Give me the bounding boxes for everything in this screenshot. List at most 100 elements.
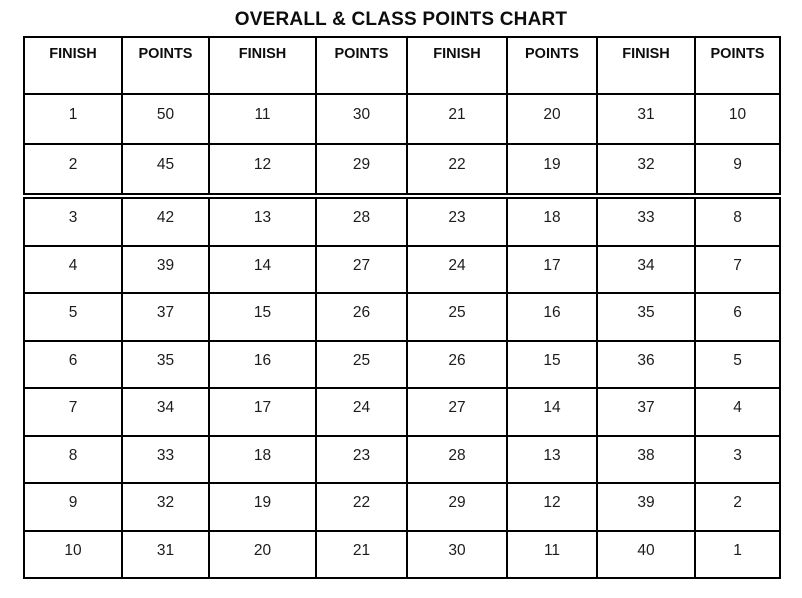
finish-cell: 35 [596,292,696,342]
finish-cell: 38 [596,434,696,484]
finish-cell: 40 [596,529,696,579]
points-cell: 9 [694,143,781,195]
points-header: POINTS [315,36,408,95]
finish-cell: 7 [23,387,123,437]
finish-cell: 24 [406,244,508,294]
points-cell: 20 [506,93,598,145]
finish-cell: 39 [596,482,696,532]
points-cell: 31 [121,529,210,579]
finish-cell: 22 [406,143,508,195]
finish-cell: 6 [23,339,123,389]
finish-cell: 13 [208,197,317,247]
finish-cell: 28 [406,434,508,484]
table-row: 3 42 13 28 23 18 33 8 [23,197,781,247]
table-row: 2 45 12 29 22 19 32 9 [23,143,781,195]
table-row: 1 50 11 30 21 20 31 10 [23,93,781,145]
points-cell: 42 [121,197,210,247]
finish-cell: 3 [23,197,123,247]
points-cell: 14 [506,387,598,437]
points-cell: 28 [315,197,408,247]
points-cell: 22 [315,482,408,532]
finish-header: FINISH [596,36,696,95]
points-cell: 24 [315,387,408,437]
page-title: OVERALL & CLASS POINTS CHART [234,9,568,30]
points-cell: 19 [506,143,598,195]
points-cell: 17 [506,244,598,294]
finish-cell: 2 [23,143,123,195]
table-row: 6 35 16 25 26 15 36 5 [23,339,781,389]
points-cell: 32 [121,482,210,532]
finish-cell: 30 [406,529,508,579]
points-table-top: FINISH POINTS FINISH POINTS FINISH POINT… [23,36,781,195]
finish-cell: 34 [596,244,696,294]
finish-cell: 31 [596,93,696,145]
points-cell: 16 [506,292,598,342]
points-cell: 34 [121,387,210,437]
finish-cell: 1 [23,93,123,145]
finish-cell: 23 [406,197,508,247]
points-header: POINTS [694,36,781,95]
table-row: 5 37 15 26 25 16 35 6 [23,292,781,342]
points-cell: 10 [694,93,781,145]
points-cell: 35 [121,339,210,389]
finish-cell: 32 [596,143,696,195]
points-cell: 11 [506,529,598,579]
finish-header: FINISH [23,36,123,95]
finish-cell: 16 [208,339,317,389]
finish-cell: 17 [208,387,317,437]
points-table-bottom: 3 42 13 28 23 18 33 8 4 39 14 27 24 17 34 7 5 37 15 26 25 16 3… [23,197,781,579]
points-cell: 26 [315,292,408,342]
points-header: POINTS [506,36,598,95]
points-cell: 5 [694,339,781,389]
points-cell: 27 [315,244,408,294]
points-cell: 7 [694,244,781,294]
table-row: 9 32 19 22 29 12 39 2 [23,482,781,532]
table-row: 10 31 20 21 30 11 40 1 [23,529,781,579]
points-cell: 6 [694,292,781,342]
points-cell: 2 [694,482,781,532]
finish-cell: 12 [208,143,317,195]
points-cell: 12 [506,482,598,532]
header-row: FINISH POINTS FINISH POINTS FINISH POINT… [23,36,781,95]
points-cell: 50 [121,93,210,145]
points-cell: 33 [121,434,210,484]
finish-cell: 25 [406,292,508,342]
points-cell: 4 [694,387,781,437]
finish-cell: 29 [406,482,508,532]
points-header: POINTS [121,36,210,95]
points-cell: 30 [315,93,408,145]
finish-cell: 20 [208,529,317,579]
points-cell: 15 [506,339,598,389]
points-cell: 1 [694,529,781,579]
finish-cell: 36 [596,339,696,389]
finish-header: FINISH [208,36,317,95]
points-cell: 29 [315,143,408,195]
finish-cell: 9 [23,482,123,532]
finish-cell: 21 [406,93,508,145]
finish-cell: 4 [23,244,123,294]
points-cell: 8 [694,197,781,247]
points-cell: 25 [315,339,408,389]
finish-cell: 27 [406,387,508,437]
table-row: 8 33 18 23 28 13 38 3 [23,434,781,484]
finish-cell: 5 [23,292,123,342]
points-cell: 3 [694,434,781,484]
finish-header: FINISH [406,36,508,95]
table-row: 4 39 14 27 24 17 34 7 [23,244,781,294]
finish-cell: 15 [208,292,317,342]
finish-cell: 14 [208,244,317,294]
points-cell: 18 [506,197,598,247]
finish-cell: 10 [23,529,123,579]
points-cell: 23 [315,434,408,484]
points-cell: 45 [121,143,210,195]
finish-cell: 33 [596,197,696,247]
finish-cell: 11 [208,93,317,145]
points-cell: 39 [121,244,210,294]
finish-cell: 26 [406,339,508,389]
points-cell: 13 [506,434,598,484]
finish-cell: 8 [23,434,123,484]
table-row: 7 34 17 24 27 14 37 4 [23,387,781,437]
finish-cell: 18 [208,434,317,484]
points-cell: 21 [315,529,408,579]
